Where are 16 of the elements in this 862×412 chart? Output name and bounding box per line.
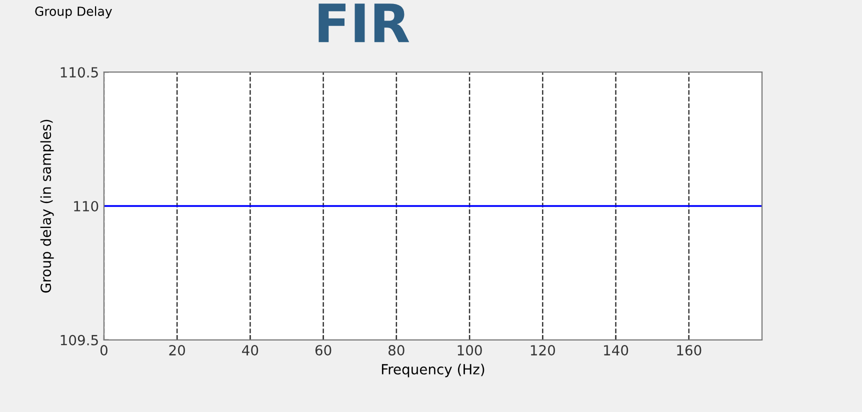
x-tick-label: 100 bbox=[458, 345, 482, 356]
x-axis-title: Frequency (Hz) bbox=[382, 364, 484, 378]
x-tick-label: 0 bbox=[100, 345, 108, 356]
x-tick-label: 120 bbox=[530, 345, 555, 356]
x-tick-label: 40 bbox=[242, 345, 258, 356]
y-axis-title: Group delay (in samples) bbox=[40, 120, 54, 293]
chart-title: Group Delay bbox=[35, 6, 112, 18]
y-tick-label: 109.5 bbox=[60, 334, 98, 346]
x-tick-label: 160 bbox=[677, 345, 702, 356]
x-tick-label: 80 bbox=[388, 345, 404, 356]
text: FIR bbox=[318, 4, 410, 42]
x-tick-label: 20 bbox=[169, 345, 185, 356]
y-tick-label: 110 bbox=[74, 200, 98, 212]
x-tick-label: 60 bbox=[315, 345, 332, 356]
x-tick-label: 140 bbox=[604, 345, 628, 356]
y-tick-label: 110.5 bbox=[60, 67, 98, 78]
